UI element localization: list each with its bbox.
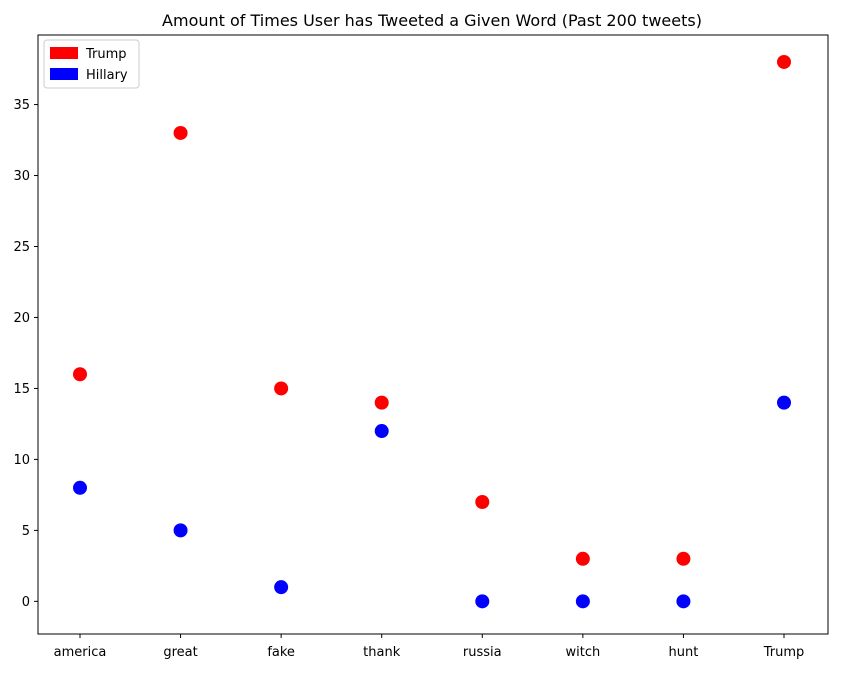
data-point [777,396,791,410]
plot-area [38,35,828,634]
chart-title: Amount of Times User has Tweeted a Given… [162,11,702,30]
y-tick-label: 25 [13,240,30,255]
x-tick-label: america [54,645,107,660]
data-point [676,552,690,566]
data-points [73,55,791,608]
y-tick-label: 20 [13,311,30,326]
data-point [576,552,590,566]
data-point [274,381,288,395]
y-tick-label: 5 [22,524,30,539]
legend-swatch [50,47,78,59]
data-point [73,367,87,381]
data-point [73,481,87,495]
x-tick-label: thank [363,645,401,660]
data-point [475,594,489,608]
legend-swatch [50,68,78,80]
plot-frame [38,35,828,634]
data-point [475,495,489,509]
x-axis: america great fake thank russia witch hunt Trum… [54,634,805,660]
data-point [375,396,389,410]
x-tick-label: witch [565,645,600,660]
x-tick-label: fake [267,645,295,660]
data-point [676,594,690,608]
y-tick-label: 10 [13,453,30,468]
data-point [174,126,188,140]
x-tick-label: Trump [763,645,805,660]
y-tick-label: 30 [13,169,30,184]
data-point [274,580,288,594]
series-trump [73,55,791,566]
series-hillary [73,396,791,609]
y-axis: 0 5 10 15 20 25 30 35 [13,98,38,610]
legend-label: Trump [85,47,127,62]
x-tick-label: great [163,645,197,660]
legend-label: Hillary [86,68,128,83]
x-tick-label: hunt [669,645,699,660]
x-tick-label: russia [463,645,502,660]
y-tick-label: 15 [13,382,30,397]
data-point [777,55,791,69]
data-point [576,594,590,608]
y-tick-label: 0 [22,595,30,610]
data-point [174,523,188,537]
data-point [375,424,389,438]
legend: Trump Hillary [44,40,139,88]
y-tick-label: 35 [13,98,30,113]
